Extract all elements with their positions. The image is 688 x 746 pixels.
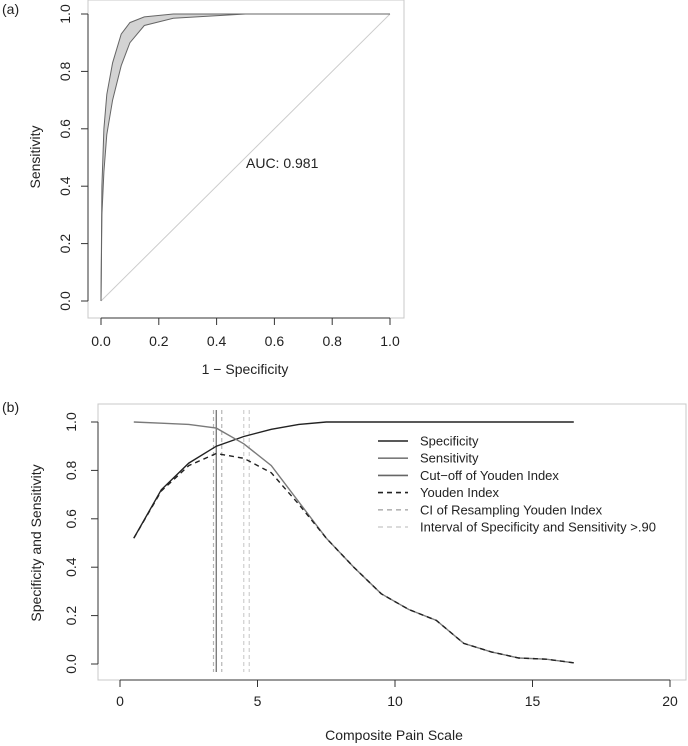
series-sensitivity <box>133 421 574 664</box>
vertical-reference-lines <box>212 410 250 672</box>
panel-b-tag: (b) <box>2 399 19 415</box>
panel-b-x-tick-label: 15 <box>525 693 541 709</box>
chance-line <box>100 13 391 302</box>
panel-a-y-tick-label: 0.0 <box>57 291 73 311</box>
panel-a-x-tick-label: 1.0 <box>380 333 400 349</box>
panel-a-y-tick-label: 0.2 <box>57 234 73 254</box>
roc-lines <box>100 13 391 302</box>
panel-a-y-tick-label: 0.4 <box>57 176 73 196</box>
panel-a-x-title: 1 − Specificity <box>202 361 289 377</box>
auc-annotation: AUC: 0.981 <box>246 155 319 171</box>
legend-label: Youden Index <box>420 485 500 500</box>
panel-b-cutoff-chart: (b) 0 5 10 15 20 0.0 0.2 0.4 0.6 0.8 1.0 Specific… <box>2 399 687 743</box>
panel-b-x-title: Composite Pain Scale <box>325 727 463 743</box>
panel-a-tag: (a) <box>2 1 19 17</box>
panel-a-roc-chart: (a) 0.0 0.2 0.4 0.6 0.8 1.0 0.0 0.2 0.4 0.6 0.8 1.… <box>2 0 405 377</box>
series-youden-index <box>133 452 574 664</box>
legend-label: Cut−off of Youden Index <box>420 468 559 483</box>
panel-a-y-title: Sensitivity <box>27 125 43 188</box>
panel-b-y-tick-label: 0.4 <box>63 557 79 577</box>
panel-a-x-tick-label: 0.8 <box>322 333 342 349</box>
panel-b-y-tick-label: 0.0 <box>63 654 79 674</box>
panel-a-x-tick-label: 0.0 <box>91 333 111 349</box>
panel-b-x-tick-label: 5 <box>254 693 262 709</box>
panel-a-y-axis: 0.0 0.2 0.4 0.6 0.8 1.0 <box>57 4 89 311</box>
panel-a-x-tick-label: 0.4 <box>207 333 227 349</box>
panel-b-legend: Specificity Sensitivity Cut−off of Youden … <box>378 434 656 535</box>
panel-a-y-tick-label: 0.8 <box>57 61 73 81</box>
legend-label: CI of Resampling Youden Index <box>420 502 603 517</box>
legend-label: Specificity <box>420 434 479 449</box>
panel-b-x-axis: 0 5 10 15 20 <box>116 679 678 709</box>
panel-a-y-tick-label: 0.6 <box>57 119 73 139</box>
panel-b-series-lines <box>133 421 574 664</box>
panel-a-x-tick-label: 0.6 <box>265 333 285 349</box>
legend-label: Sensitivity <box>420 451 479 466</box>
series-specificity <box>133 421 574 539</box>
panel-b-y-tick-label: 0.2 <box>63 606 79 626</box>
panel-b-y-tick-label: 1.0 <box>63 412 79 432</box>
panel-a-y-tick-label: 1.0 <box>57 4 73 24</box>
legend-label: Interval of Specificity and Sensitivity … <box>420 520 656 535</box>
roc-lower-line <box>100 13 390 302</box>
panel-a-x-axis: 0.0 0.2 0.4 0.6 0.8 1.0 <box>91 317 400 349</box>
panel-b-y-tick-label: 0.8 <box>63 460 79 480</box>
roc-upper-line <box>100 13 390 302</box>
panel-a-x-tick-label: 0.2 <box>149 333 169 349</box>
panel-b-x-tick-label: 20 <box>662 693 678 709</box>
panel-b-y-title: Specificity and Sensitivity <box>28 464 44 621</box>
panel-b-frame <box>97 403 687 681</box>
panel-b-x-tick-label: 10 <box>387 693 403 709</box>
panel-b-x-tick-label: 0 <box>116 693 124 709</box>
panel-b-y-tick-label: 0.6 <box>63 509 79 529</box>
panel-b-y-axis: 0.0 0.2 0.4 0.6 0.8 1.0 <box>63 412 99 674</box>
